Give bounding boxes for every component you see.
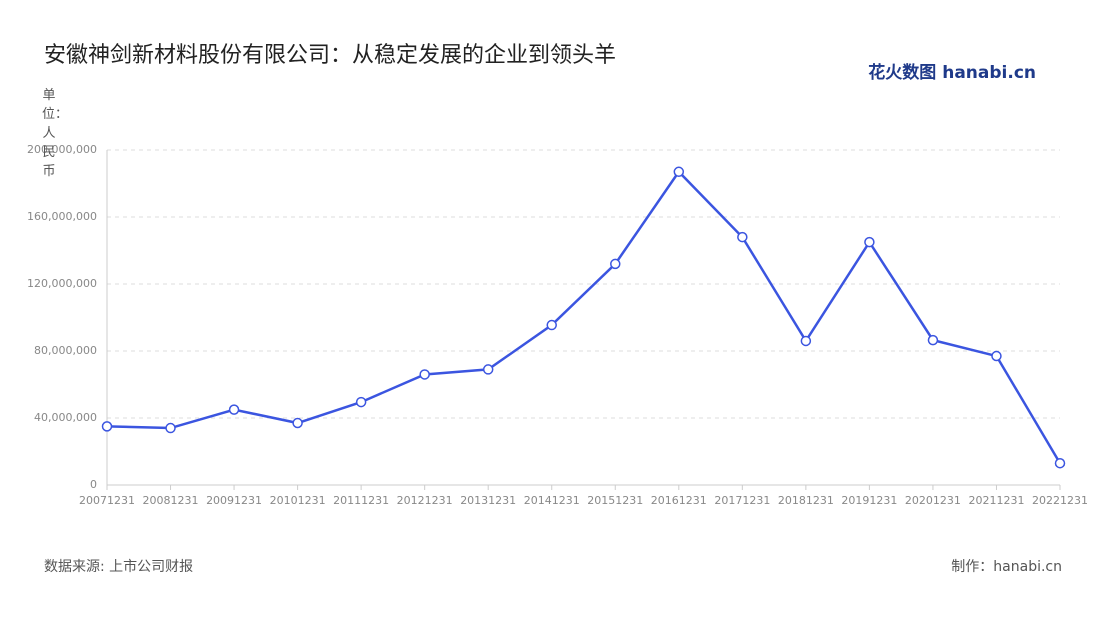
point — [673, 166, 685, 178]
x-tick-label: 20081231 — [143, 494, 199, 507]
y-tick-label: 80,000,000 — [34, 344, 97, 357]
point — [546, 319, 557, 331]
point — [165, 422, 176, 434]
x-tick-label: 20151231 — [587, 494, 643, 507]
point — [927, 334, 939, 346]
x-tick-label: 20171231 — [714, 494, 770, 507]
credit: 制作：hanabi.cn — [951, 559, 1062, 575]
source: 数据来源: 上市公司财报 — [44, 558, 193, 575]
y-tick-label: 40,000,000 — [34, 411, 97, 424]
x-tick-label: 20161231 — [651, 494, 707, 507]
point — [1054, 457, 1066, 469]
x-tick-label: 20131231 — [460, 494, 516, 507]
point — [101, 421, 113, 432]
x-tick-label: 20121231 — [397, 494, 453, 507]
point — [228, 404, 240, 415]
y-tick-label: 200,000,000 — [27, 143, 97, 156]
point — [419, 369, 430, 380]
x-tick-label: 20211231 — [968, 494, 1024, 507]
point — [991, 350, 1002, 362]
chart-title: 安徽神剑新材料股份有限公司：从稳定发展的企业到领头羊 — [44, 43, 616, 68]
x-tick-label: 20091231 — [206, 494, 262, 507]
point — [610, 258, 621, 270]
x-tick-label: 20201231 — [905, 494, 961, 507]
x-tick-label: 20181231 — [778, 494, 834, 507]
line — [106, 169, 1062, 464]
x-tick-label: 20101231 — [270, 494, 326, 507]
point — [355, 396, 367, 408]
x-tick-label: 20191231 — [841, 494, 897, 507]
logo: 花火数图 hanabi.cn — [868, 62, 1036, 83]
point — [800, 335, 812, 347]
y-tick-label: 160,000,000 — [27, 210, 97, 223]
point — [292, 417, 303, 429]
x-tick-label: 20071231 — [79, 494, 135, 507]
point — [482, 364, 494, 375]
point — [737, 231, 748, 243]
x-tick-label: 20111231 — [333, 494, 389, 507]
x-tick-label: 20221231 — [1032, 494, 1088, 507]
y-tick-label: 120,000,000 — [27, 277, 97, 290]
y-tick-label: 0 — [90, 478, 97, 491]
point — [864, 236, 875, 248]
x-tick-label: 20141231 — [524, 494, 580, 507]
y-axis-label: 单位：人民币 — [42, 88, 69, 179]
